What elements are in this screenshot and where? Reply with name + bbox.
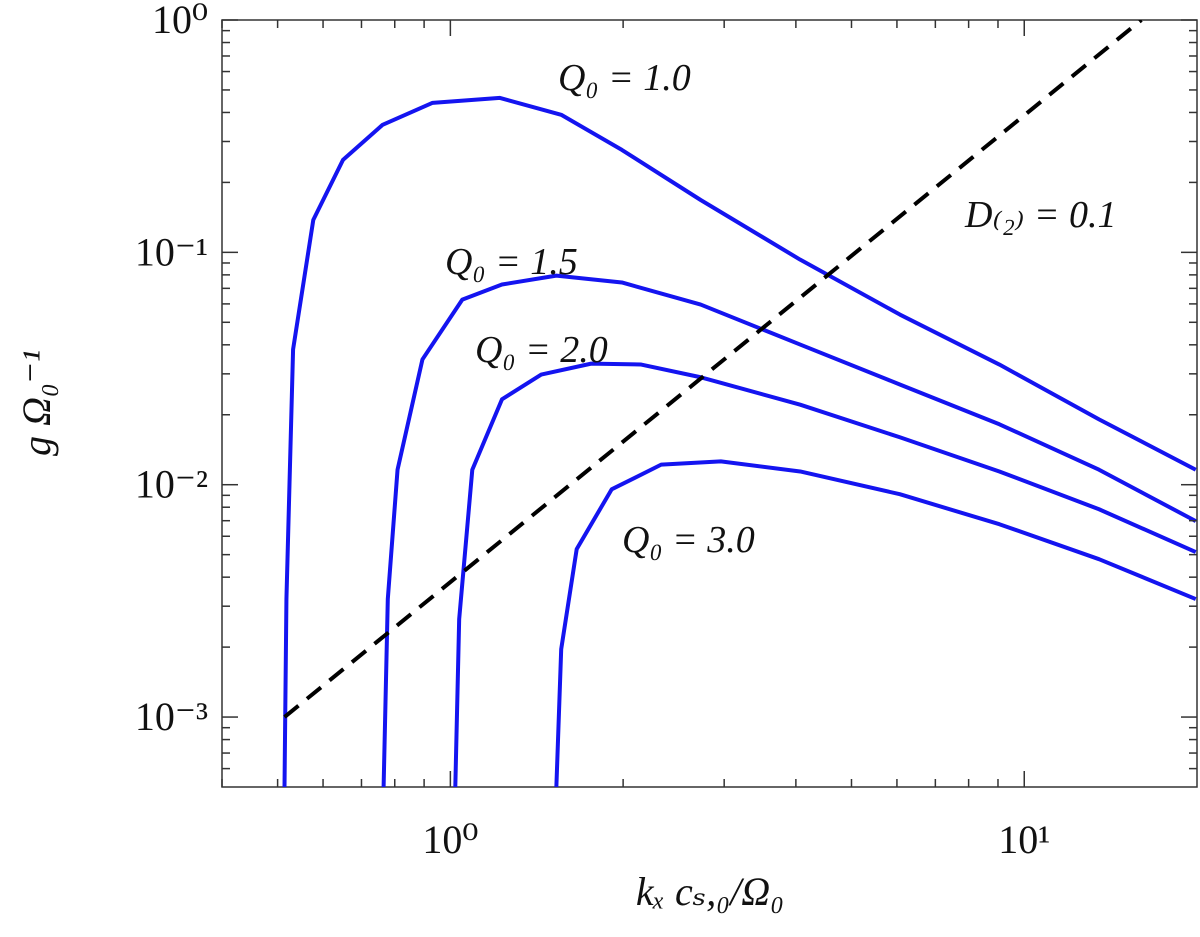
- y-tick-label: 10⁻¹: [135, 229, 208, 274]
- x-tick-label: 10⁰: [422, 817, 478, 862]
- curve: [453, 361, 1197, 787]
- x-axis-label: kₓ cₛ,₀/Ω₀: [636, 869, 784, 914]
- y-tick-label: 10⁻²: [135, 462, 208, 507]
- curve: [381, 273, 1197, 787]
- y-tick-label: 10⁰: [152, 0, 208, 42]
- dashed-line: [283, 20, 1143, 719]
- y-axis-label: g Ω₀⁻¹: [14, 350, 59, 456]
- annotation: Q₀ = 3.0: [622, 519, 755, 561]
- annotation: Q₀ = 1.5: [445, 241, 578, 283]
- y-tick-label: 10⁻³: [135, 694, 208, 739]
- annotation: Q₀ = 2.0: [475, 329, 608, 371]
- curve: [282, 95, 1197, 787]
- plot-frame: [221, 19, 1198, 788]
- annotation: Q₀ = 1.0: [558, 57, 691, 99]
- annotation: D₍₂₎ = 0.1: [964, 194, 1116, 236]
- plot-area: [282, 20, 1197, 787]
- x-tick-label: 10¹: [998, 817, 1050, 862]
- curve: [554, 459, 1197, 787]
